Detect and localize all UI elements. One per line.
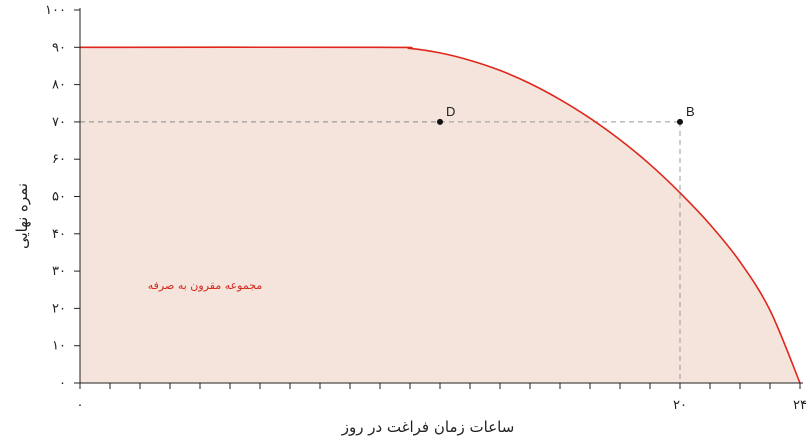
y-tick-label-10: ۱۰ — [52, 339, 66, 354]
y-tick-label-60: ۶۰ — [52, 152, 66, 167]
point-b — [677, 118, 683, 125]
y-tick-label-70: ۷۰ — [52, 115, 66, 130]
point-d — [437, 118, 443, 125]
y-axis-title: نمره نهایی — [13, 183, 31, 249]
frontier-curve-group — [79, 46, 801, 384]
axes: ۰ ۱۰ ۲۰ ۳۰ ۴۰ ۵۰ ۶۰ ۷۰ ۸۰ ۹۰ ۱۰۰ ۰ ۲۰ ۲۴ — [45, 3, 807, 413]
y-tick-label-30: ۳۰ — [52, 264, 66, 279]
y-tick-label-40: ۴۰ — [52, 227, 66, 242]
feasible-region — [80, 47, 800, 384]
x-tick-label-20: ۲۰ — [673, 398, 687, 413]
feasible-region-fill — [80, 47, 800, 384]
guide-lines — [80, 121, 681, 383]
region-label: مجموعه مقرون به صرفه — [148, 279, 263, 292]
y-tick-label-50: ۵۰ — [52, 190, 66, 205]
point-label-d: D — [446, 104, 455, 119]
y-tick-label-0: ۰ — [59, 376, 66, 391]
x-tick-label-0: ۰ — [77, 398, 84, 413]
x-axis-title: ساعات زمان فراغت در روز — [341, 418, 515, 436]
x-tick-label-24: ۲۴ — [793, 398, 807, 413]
point-label-b: B — [686, 104, 695, 119]
y-tick-label-80: ۸۰ — [52, 78, 66, 93]
frontier-curve — [79, 46, 801, 384]
y-tick-label-20: ۲۰ — [52, 301, 66, 316]
y-tick-label-100: ۱۰۰ — [45, 3, 66, 18]
y-tick-label-90: ۹۰ — [52, 40, 66, 55]
